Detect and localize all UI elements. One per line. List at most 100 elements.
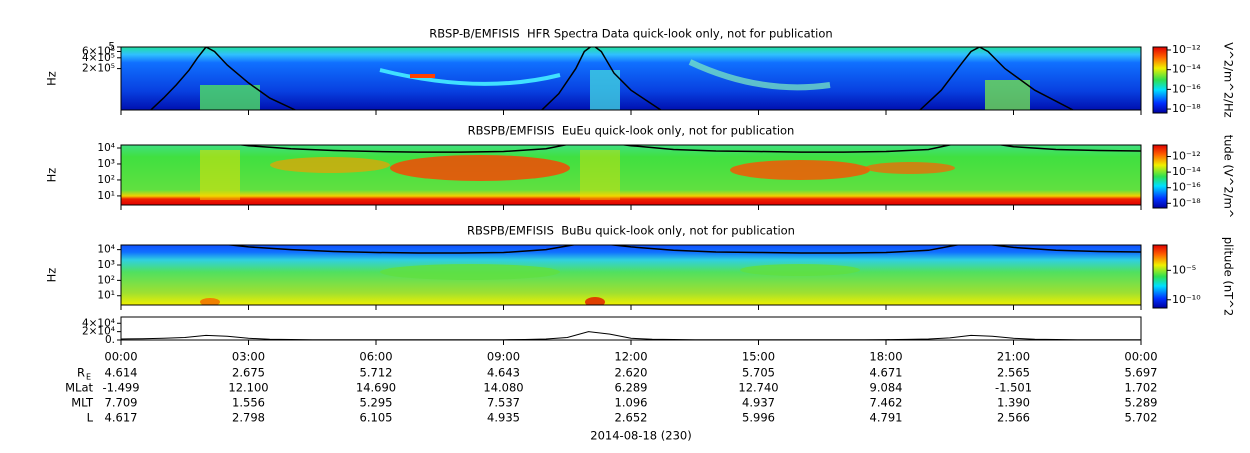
y-tick-label: 6×10⁵ <box>82 45 115 57</box>
frequency-curve <box>919 47 1074 110</box>
ephemeris-value: 2.620 <box>615 366 648 380</box>
curves <box>150 47 1074 110</box>
colorbar-tick-label: 10⁻¹⁸ <box>1172 196 1201 209</box>
y-axis-label: Hz <box>45 71 59 86</box>
plot-frame <box>120 316 1142 341</box>
y-tick-label: 10⁴ <box>97 244 115 256</box>
ephemeris-value: 7.537 <box>487 396 520 410</box>
ephemeris-value: 2.565 <box>997 366 1030 380</box>
ephemeris-value: 1.702 <box>1125 381 1158 395</box>
panel-title: RBSPB/EMFISIS EuEu quick-look only, not … <box>468 124 795 138</box>
panel-title: RBSP-B/EMFISIS HFR Spectra Data quick-lo… <box>429 27 832 41</box>
ephemeris-label: MLat <box>65 381 93 395</box>
spectrogram-image <box>121 245 1141 305</box>
ephemeris-value: 2.652 <box>615 411 648 425</box>
ephemeris-value: 5.295 <box>360 396 393 410</box>
ephemeris-value: 4.671 <box>870 366 903 380</box>
ephemeris-value: 4.617 <box>105 411 138 425</box>
ephemeris-value: 6.105 <box>360 411 393 425</box>
ephemeris-value: 12.100 <box>228 381 268 395</box>
y-tick-label: 0. <box>105 334 115 346</box>
y-tick-label: 10² <box>97 274 115 286</box>
x-tick-label: 15:00 <box>742 350 775 364</box>
ephemeris-value: 12.740 <box>738 381 778 395</box>
colorbar-label: tude (V^2/m^ <box>1222 135 1236 219</box>
colorbar <box>1152 144 1168 209</box>
x-tick-label: 09:00 <box>487 350 520 364</box>
frequency-curve <box>121 145 1141 153</box>
data-line <box>121 331 1141 340</box>
x-tick-label: 06:00 <box>359 350 392 364</box>
ephemeris-value: 6.289 <box>615 381 648 395</box>
ephemeris-label: L <box>87 411 94 425</box>
ephemeris-value: 4.791 <box>870 411 903 425</box>
ephemeris-value: 5.705 <box>742 366 775 380</box>
spectrogram-image <box>121 47 1141 110</box>
frequency-curve <box>541 47 662 110</box>
ephemeris-label: R <box>77 366 85 380</box>
ephemeris-value: 2.798 <box>232 411 265 425</box>
y-tick-label: 2×10⁴ <box>82 326 115 338</box>
ephemeris-value: -1.501 <box>995 381 1032 395</box>
colorbar-tick-label: 10⁻¹² <box>1172 43 1201 56</box>
ephemeris-value: 1.556 <box>232 396 265 410</box>
frequency-curve <box>121 245 1141 254</box>
x-tick-label: 21:00 <box>997 350 1030 364</box>
ephemeris-value: 14.080 <box>483 381 523 395</box>
ephemeris-value: 4.937 <box>742 396 775 410</box>
colorbar <box>1152 244 1168 309</box>
y-tick-label: 10³ <box>97 158 115 170</box>
ephemeris-value: 4.614 <box>105 366 138 380</box>
ephemeris-value: 7.462 <box>870 396 903 410</box>
curves <box>121 331 1141 340</box>
colorbar-tick-label: 10⁻⁵ <box>1172 263 1196 276</box>
x-axis-label: 2014-08-18 (230) <box>590 429 691 443</box>
colorbar-tick-label: 10⁻¹⁶ <box>1172 82 1201 95</box>
ephemeris-value: 14.690 <box>356 381 396 395</box>
x-tick-label: 12:00 <box>614 350 647 364</box>
colorbar-label: V^2/m^2/Hz <box>1222 42 1236 117</box>
ephemeris-value: -1.499 <box>102 381 139 395</box>
colorbar-tick-label: 10⁻¹² <box>1172 150 1201 163</box>
ephemeris-value: 4.935 <box>487 411 520 425</box>
colorbar-tick-label: 10⁻¹⁴ <box>1172 165 1201 178</box>
x-tick-label: 18:00 <box>869 350 902 364</box>
ephemeris-value: 5.712 <box>360 366 393 380</box>
colorbar-tick-label: 10⁻¹⁸ <box>1172 102 1201 115</box>
ephemeris-value: 5.996 <box>742 411 775 425</box>
ephemeris-value: 5.697 <box>1125 366 1158 380</box>
y-tick-label: 10¹ <box>97 290 115 302</box>
y-tick-label: 4×10⁵ <box>82 52 115 64</box>
ephemeris-value: 2.675 <box>232 366 265 380</box>
colorbar <box>1152 46 1168 114</box>
colorbar-label: plitude (nT^2 <box>1222 237 1236 316</box>
ephemeris-value: 4.643 <box>487 366 520 380</box>
ephemeris-value: 5.289 <box>1125 396 1158 410</box>
frequency-curve <box>150 47 296 110</box>
y-tick-label: 2×10⁵ <box>82 63 115 75</box>
curves <box>121 245 1141 254</box>
ephemeris-label: MLT <box>71 396 94 410</box>
ephemeris-value: 1.096 <box>615 396 648 410</box>
spectrogram-image <box>121 145 1141 205</box>
ephemeris-value: 2.566 <box>997 411 1030 425</box>
panel-title: RBSPB/EMFISIS BuBu quick-look only, not … <box>467 224 795 238</box>
ephemeris-value: 1.390 <box>997 396 1030 410</box>
y-tick-label: 4×10⁴ <box>82 317 115 329</box>
curves <box>121 145 1141 153</box>
y-tick-label: 10³ <box>97 259 115 271</box>
colorbar-tick-label: 10⁻¹⁶ <box>1172 181 1201 194</box>
x-tick-label: 00:00 <box>104 350 137 364</box>
colorbar-tick-label: 10⁻¹⁰ <box>1172 293 1201 306</box>
ephemeris-value: 9.084 <box>870 381 903 395</box>
y-tick-label: 5 <box>108 41 115 53</box>
y-axis-label: Hz <box>45 268 59 283</box>
ephemeris-value: 5.702 <box>1125 411 1158 425</box>
ephemeris-value: 7.709 <box>105 396 138 410</box>
ephemeris-label-subscript: E <box>86 373 91 382</box>
x-tick-label: 03:00 <box>232 350 265 364</box>
x-tick-label: 00:00 <box>1124 350 1157 364</box>
y-axis-label: Hz <box>45 168 59 183</box>
y-tick-label: 10¹ <box>97 190 115 202</box>
